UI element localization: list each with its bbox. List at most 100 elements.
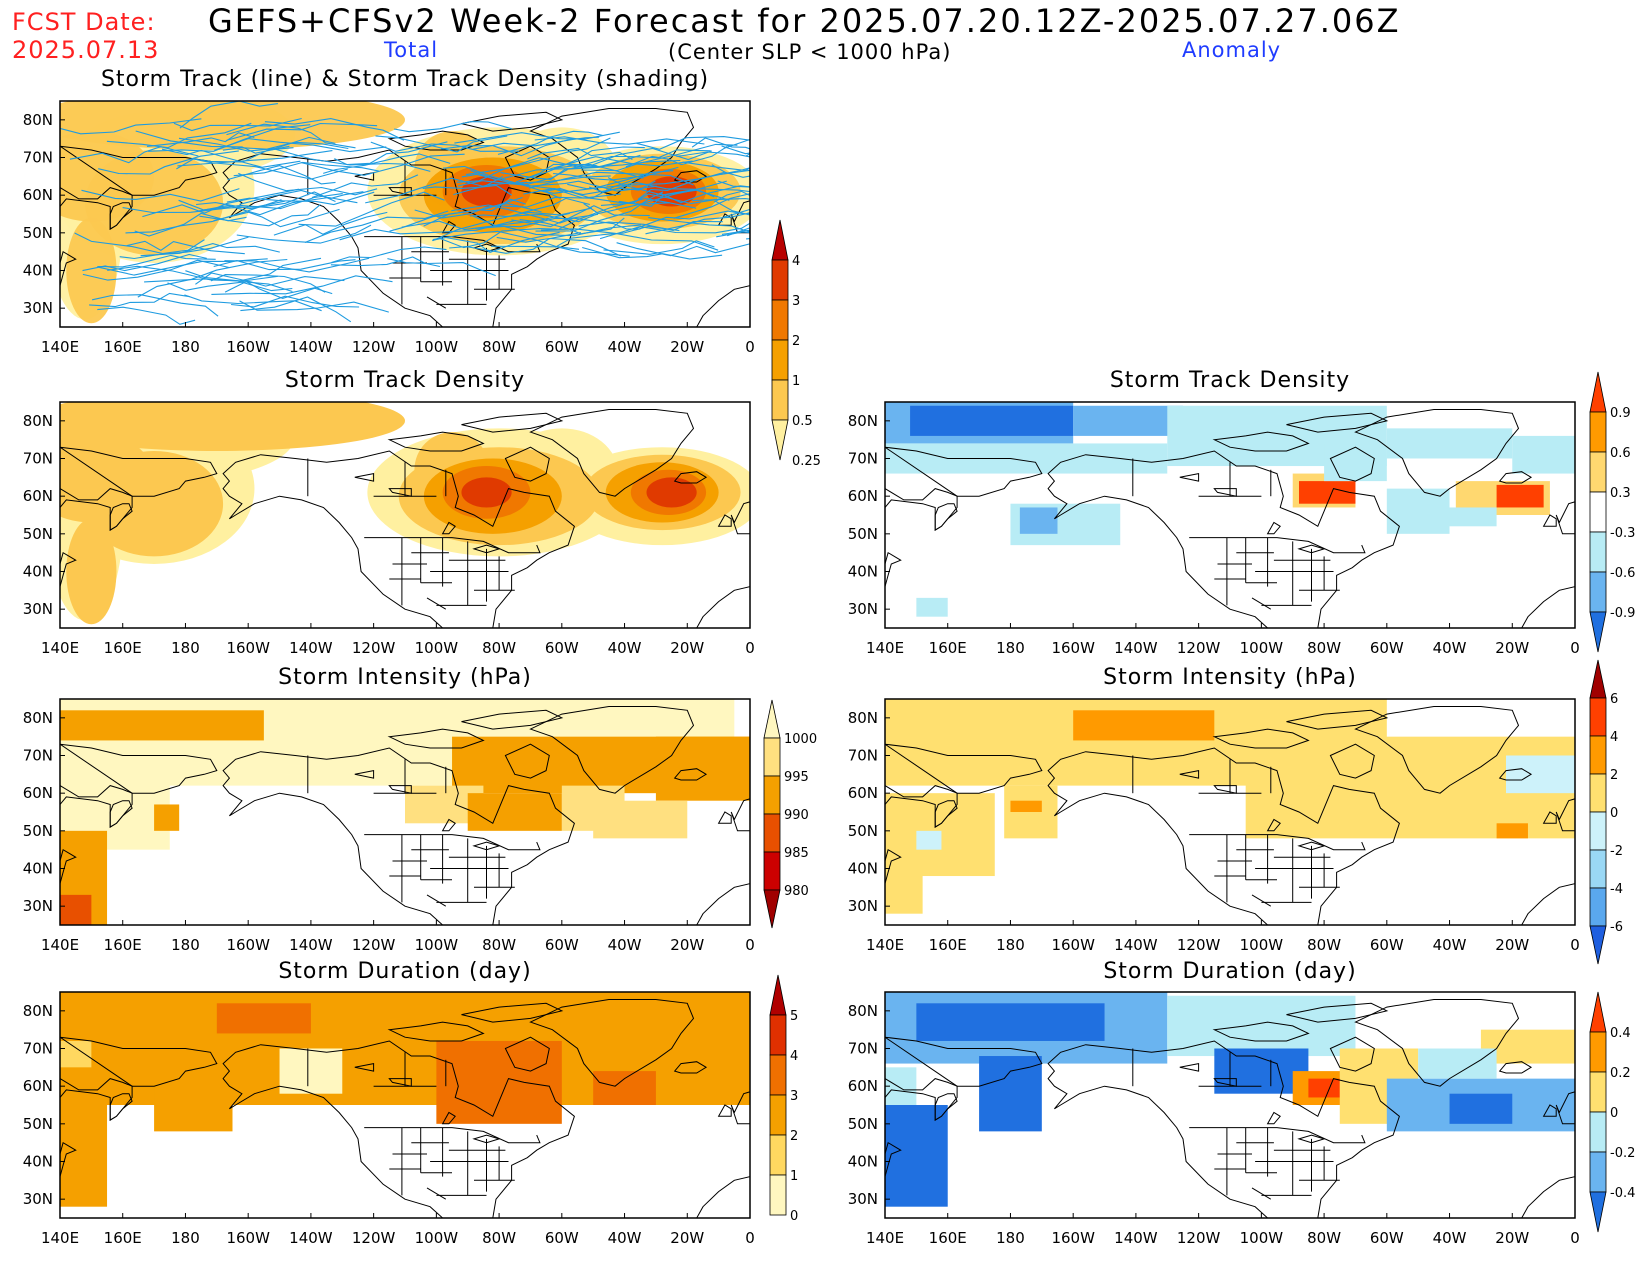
storm-track-line: [717, 180, 750, 188]
lon-tick-label: 20W: [1495, 639, 1529, 657]
storm-track-line: [179, 101, 278, 129]
colorbar-label: 4: [792, 254, 800, 269]
storm-track-line: [231, 295, 360, 308]
coastline-iceland: [673, 170, 708, 183]
colorbar-segment: [763, 737, 781, 777]
storm-track-line: [543, 187, 670, 205]
coastline-europe: [1555, 1091, 1575, 1125]
lon-tick-label: 140E: [866, 639, 904, 657]
colorbar-segment: [771, 299, 789, 341]
coastline-asia: [885, 402, 958, 531]
lat-tick-label: 50N: [23, 224, 53, 242]
coastline-ireland: [1542, 514, 1557, 527]
lon-tick-label: 0: [1570, 1229, 1580, 1247]
colorbar-label: 3: [792, 294, 800, 309]
lon-tick-label: 140W: [1114, 1229, 1158, 1247]
colorbar-segment: [1589, 773, 1607, 813]
map-contents: [885, 992, 1575, 1218]
panel-title-duration-anom: Storm Duration (day): [1103, 959, 1357, 984]
storm-track-line: [222, 141, 349, 151]
lon-tick-label: 140W: [1114, 936, 1158, 954]
map-frame: [59, 401, 751, 629]
storm-track-line: [457, 169, 568, 187]
colorbar-label: -2: [1610, 844, 1623, 859]
storm-track-line: [240, 296, 352, 323]
storm-track-line: [98, 150, 239, 175]
coastline-chukotka: [60, 1036, 218, 1087]
storm-track-line: [715, 200, 750, 216]
coastline-asia: [885, 992, 958, 1121]
lon-tick-label: 180: [171, 936, 200, 954]
lat-tick-label: 80N: [848, 1002, 878, 1020]
lat-tick-label: 70N: [848, 747, 878, 765]
panel-title-density-total: Storm Track Density: [284, 368, 526, 393]
lon-tick-label: 120W: [352, 1229, 396, 1247]
storm-track-line: [648, 217, 750, 233]
coastline-africa: [696, 586, 750, 628]
lon-tick-label: 160E: [104, 936, 142, 954]
border-line: [426, 296, 447, 309]
storm-track-line: [474, 224, 642, 237]
colorbar-density-anomaly: 0.9 0.6 0.3 -0.3 -0.6 -0.9: [1589, 371, 1635, 653]
lat-tick-label: 80N: [848, 412, 878, 430]
colorbar-arrow-top: [1589, 991, 1607, 1033]
lon-tick-label: 140W: [289, 338, 333, 356]
coastline-europe: [730, 200, 750, 234]
shading-cell: [1167, 995, 1356, 1057]
lake-outline: [1297, 1134, 1326, 1144]
storm-track-line: [534, 136, 705, 145]
coastline-ireland: [1542, 1104, 1557, 1117]
coastline-iceland: [1498, 471, 1533, 484]
storm-track-line: [449, 232, 582, 254]
lat-tick-label: 40N: [848, 860, 878, 878]
coastline-africa: [1521, 586, 1575, 628]
storm-track-line: [82, 259, 230, 281]
colorbar-label: 2: [790, 1129, 798, 1144]
coastline-arctic1: [387, 728, 485, 749]
storm-track-line: [135, 130, 290, 154]
lon-tick-label: 180: [996, 936, 1025, 954]
shading-cell: [593, 1071, 656, 1105]
shading-cell: [1496, 484, 1544, 508]
lon-tick-label: 80W: [482, 936, 516, 954]
colorbar-label: 980: [784, 884, 809, 899]
colorbar-segment: [1589, 697, 1607, 737]
colorbar-label: 2: [792, 334, 800, 349]
storm-track-line: [161, 148, 301, 168]
storm-track-line: [600, 193, 721, 206]
lake-outline: [441, 1111, 456, 1125]
colorbar-segment: [763, 813, 781, 853]
storm-track-line: [176, 147, 294, 170]
border-line: [1189, 537, 1366, 554]
lon-tick-label: 60W: [1370, 936, 1404, 954]
coastline-europe: [730, 1091, 750, 1125]
storm-track-line: [60, 118, 202, 135]
border-line: [1189, 1127, 1366, 1144]
storm-track-line: [636, 136, 750, 150]
page-title: GEFS+CFSv2 Week-2 Forecast for 2025.07.2…: [208, 2, 1401, 40]
coastline-africa: [696, 883, 750, 925]
shading-cell: [916, 830, 942, 850]
shading-cell: [916, 597, 948, 617]
lon-tick-label: 100W: [1240, 936, 1284, 954]
lake-outline: [441, 818, 456, 832]
lake-outline: [388, 1078, 412, 1087]
lon-tick-label: 180: [171, 1229, 200, 1247]
lon-tick-label: 140E: [41, 1229, 79, 1247]
lon-tick-label: 60W: [545, 639, 579, 657]
shading-cell: [885, 1067, 917, 1105]
colorbar-arrow-bottom: [1589, 925, 1607, 965]
border-line: [364, 537, 541, 554]
colorbar-label: 0: [1610, 806, 1618, 821]
shading-cell: [885, 868, 923, 914]
coastline-arctic2: [1286, 709, 1389, 730]
storm-track-line: [226, 191, 375, 206]
storm-track-line: [298, 191, 445, 227]
fcst-date-value: 2025.07.13: [12, 36, 160, 64]
coastline-ireland: [717, 1104, 732, 1117]
shading-cell: [436, 1040, 562, 1124]
lon-tick-label: 140E: [866, 936, 904, 954]
lon-tick-label: 100W: [415, 639, 459, 657]
shading-cell: [1010, 800, 1042, 812]
lake-outline: [388, 488, 412, 497]
